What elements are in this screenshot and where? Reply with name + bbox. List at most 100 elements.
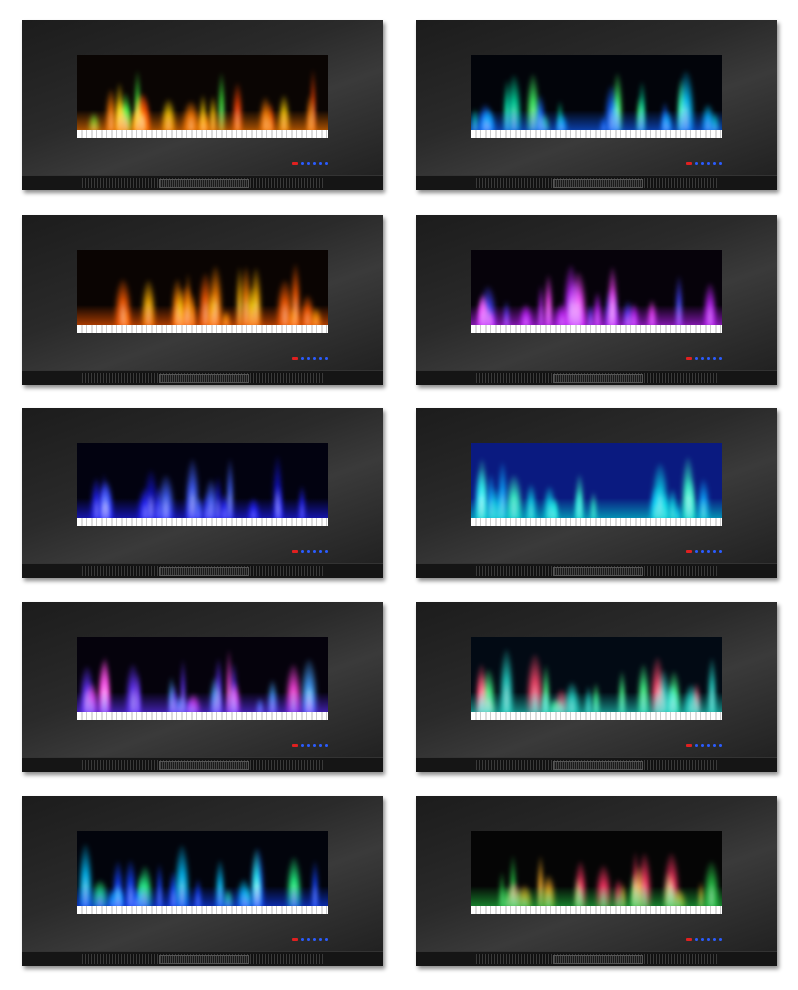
flame-screen: [77, 831, 328, 914]
control-button-led-icon: [301, 938, 304, 941]
heater-vent: [159, 179, 249, 188]
flame: [707, 657, 718, 714]
flame: [289, 263, 302, 327]
control-button-led-icon: [695, 162, 698, 165]
control-button-led-icon: [707, 744, 710, 747]
flame: [232, 82, 244, 132]
control-button-led-icon: [713, 938, 716, 941]
control-button-led-icon: [719, 744, 722, 747]
fireplace-unit: [22, 408, 383, 578]
control-button-led-icon: [313, 744, 316, 747]
control-button-led-icon: [695, 550, 698, 553]
base-trim: [22, 951, 383, 966]
ember-bed: [471, 130, 722, 138]
control-panel: [686, 744, 722, 747]
control-button-led-icon: [713, 550, 716, 553]
flame: [100, 474, 107, 520]
flame-screen: [471, 831, 722, 914]
fireplace-unit: [416, 408, 777, 578]
power-led-icon: [686, 938, 692, 941]
power-led-icon: [292, 938, 298, 941]
flame: [250, 267, 262, 327]
flame-screen: [77, 250, 328, 333]
control-button-led-icon: [301, 744, 304, 747]
control-button-led-icon: [707, 357, 710, 360]
flame-screen: [77, 443, 328, 526]
flame-screen: [471, 637, 722, 720]
control-button-led-icon: [319, 550, 322, 553]
heater-vent: [159, 374, 249, 383]
flame: [496, 461, 509, 520]
flame-screen: [471, 250, 722, 333]
heater-vent: [553, 761, 643, 770]
control-button-led-icon: [313, 162, 316, 165]
base-trim: [416, 757, 777, 772]
power-led-icon: [686, 162, 692, 165]
control-button-led-icon: [701, 550, 704, 553]
control-button-led-icon: [325, 162, 328, 165]
control-button-led-icon: [707, 162, 710, 165]
power-led-icon: [292, 550, 298, 553]
flame-glow: [77, 886, 328, 908]
control-panel: [292, 550, 328, 553]
ember-bed: [471, 518, 722, 526]
flame: [611, 73, 624, 132]
flame: [214, 659, 223, 714]
control-button-led-icon: [719, 357, 722, 360]
base-trim: [22, 757, 383, 772]
control-button-led-icon: [313, 357, 316, 360]
base-trim: [416, 951, 777, 966]
flame: [239, 266, 252, 327]
control-panel: [292, 357, 328, 360]
control-button-led-icon: [719, 550, 722, 553]
ember-bed: [77, 325, 328, 333]
flame: [675, 275, 683, 327]
ember-bed: [77, 906, 328, 914]
control-button-led-icon: [307, 357, 310, 360]
flame: [309, 70, 317, 132]
control-button-led-icon: [325, 550, 328, 553]
control-button-led-icon: [319, 357, 322, 360]
flame: [179, 659, 187, 714]
control-button-led-icon: [695, 938, 698, 941]
control-button-led-icon: [301, 357, 304, 360]
base-trim: [416, 175, 777, 190]
base-trim: [22, 563, 383, 578]
ember-bed: [77, 712, 328, 720]
ember-bed: [471, 325, 722, 333]
power-led-icon: [292, 744, 298, 747]
flame-glow: [77, 692, 328, 714]
flame-screen: [77, 637, 328, 720]
control-button-led-icon: [325, 938, 328, 941]
control-panel: [686, 357, 722, 360]
fireplace-unit: [22, 796, 383, 966]
control-button-led-icon: [695, 357, 698, 360]
heater-vent: [159, 567, 249, 576]
power-led-icon: [292, 162, 298, 165]
flame-glow: [77, 110, 328, 132]
control-panel: [292, 744, 328, 747]
heater-vent: [159, 955, 249, 964]
flame-glow: [77, 305, 328, 327]
control-button-led-icon: [701, 357, 704, 360]
control-button-led-icon: [307, 938, 310, 941]
flame: [218, 73, 226, 132]
control-panel: [686, 162, 722, 165]
control-button-led-icon: [695, 744, 698, 747]
ember-bed: [77, 518, 328, 526]
flame-glow: [471, 305, 722, 327]
control-button-led-icon: [719, 938, 722, 941]
power-led-icon: [686, 357, 692, 360]
control-button-led-icon: [301, 162, 304, 165]
fireplace-unit: [22, 215, 383, 385]
power-led-icon: [686, 744, 692, 747]
flame: [235, 267, 244, 327]
control-panel: [686, 938, 722, 941]
control-panel: [292, 938, 328, 941]
power-led-icon: [686, 550, 692, 553]
fireplace-unit: [416, 215, 777, 385]
control-button-led-icon: [707, 550, 710, 553]
flame-glow: [471, 692, 722, 714]
control-panel: [292, 162, 328, 165]
flame: [251, 849, 262, 908]
